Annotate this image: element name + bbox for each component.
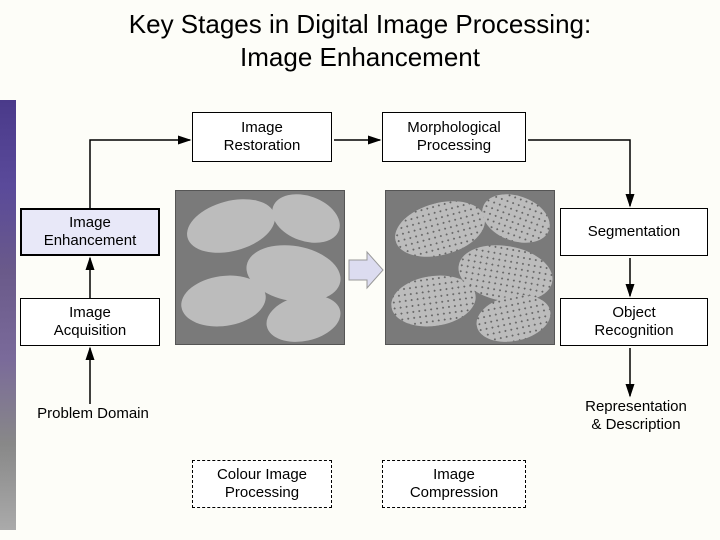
node-label: Representation& Description: [585, 398, 687, 433]
node-colour-image-processing: Colour ImageProcessing: [192, 460, 332, 508]
node-label: ImageEnhancement: [44, 214, 137, 250]
transform-arrow-icon: [347, 248, 385, 292]
book-spine: [0, 100, 16, 530]
node-label: Segmentation: [588, 223, 681, 241]
title-line-2: Image Enhancement: [240, 42, 480, 72]
node-representation-description: Representation& Description: [558, 398, 714, 434]
sample-image-right: [385, 190, 555, 345]
node-image-compression: ImageCompression: [382, 460, 526, 508]
node-segmentation: Segmentation: [560, 208, 708, 256]
node-label: MorphologicalProcessing: [407, 119, 500, 155]
node-problem-domain: Problem Domain: [18, 405, 168, 423]
node-morphological-processing: MorphologicalProcessing: [382, 112, 526, 162]
node-image-restoration: ImageRestoration: [192, 112, 332, 162]
title-line-1: Key Stages in Digital Image Processing:: [129, 9, 591, 39]
node-object-recognition: ObjectRecognition: [560, 298, 708, 346]
node-label: ImageAcquisition: [54, 304, 127, 340]
sample-image-left: [175, 190, 345, 345]
node-label: Colour ImageProcessing: [217, 466, 307, 502]
node-label: ImageRestoration: [224, 119, 301, 155]
page-title: Key Stages in Digital Image Processing: …: [0, 0, 720, 73]
node-label: ObjectRecognition: [594, 304, 673, 340]
node-label: Problem Domain: [37, 405, 149, 422]
node-image-acquisition: ImageAcquisition: [20, 298, 160, 346]
node-image-enhancement: ImageEnhancement: [20, 208, 160, 256]
node-label: ImageCompression: [410, 466, 498, 502]
